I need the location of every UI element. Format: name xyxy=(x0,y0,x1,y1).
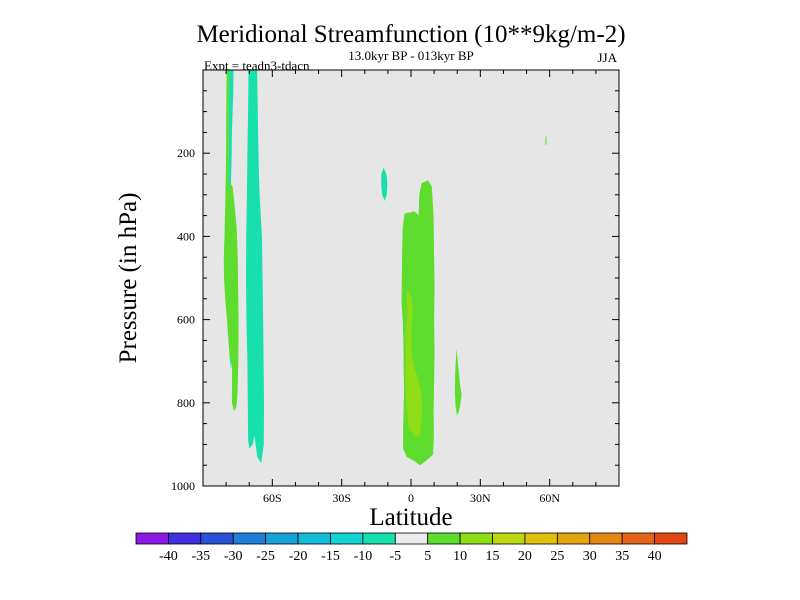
y-tick-label: 800 xyxy=(177,396,195,410)
colorbar-label: 5 xyxy=(424,549,431,564)
tick-layer: 60S 30S 0 30N 60N 200 400 600 800 1000 xyxy=(171,70,619,505)
colorbar-swatch xyxy=(524,532,558,545)
colorbar-label: 15 xyxy=(486,549,500,564)
colorbar-label: 25 xyxy=(550,549,564,564)
x-tick-label: 0 xyxy=(408,491,414,505)
x-tick-label: 30S xyxy=(332,491,351,505)
colorbar: -40 -35 -30 -25 -20 -15 -10 -5 5 10 15 20 25 30 35 40 xyxy=(135,532,688,564)
colorbar-swatch xyxy=(362,532,396,545)
y-tick-label: 200 xyxy=(177,146,195,160)
chart-subtitle: 13.0kyr BP - 013kyr BP xyxy=(348,48,474,63)
colorbar-swatch xyxy=(232,532,267,545)
x-tick-label: 60N xyxy=(539,491,560,505)
colorbar-label: -25 xyxy=(256,549,275,564)
x-tick-label: 60S xyxy=(263,491,282,505)
y-axis-label: Pressure (in hPa) xyxy=(115,193,142,364)
contour-lime-equator-core xyxy=(405,290,423,437)
contour-green-20N-blob xyxy=(454,348,462,416)
colorbar-label: 10 xyxy=(453,549,467,564)
contour-cyan-15S-blob xyxy=(381,167,388,201)
colorbar-label: -20 xyxy=(289,549,308,564)
colorbar-swatch xyxy=(459,532,493,545)
y-tick-label: 1000 xyxy=(171,479,195,493)
colorbar-label: -30 xyxy=(224,549,243,564)
x-tick-label: 30N xyxy=(470,491,491,505)
colorbar-swatch xyxy=(200,532,234,545)
colorbar-swatch xyxy=(427,532,461,545)
colorbar-swatch xyxy=(330,532,364,545)
colorbar-label: -35 xyxy=(191,549,210,564)
colorbar-swatch xyxy=(297,532,331,545)
x-axis-label: Latitude xyxy=(369,504,452,531)
colorbar-swatch xyxy=(168,532,202,545)
y-tick-label: 400 xyxy=(177,229,195,243)
colorbar-swatch xyxy=(394,532,429,545)
colorbar-label: -5 xyxy=(389,549,401,564)
contour-cyan-60S-south xyxy=(227,70,234,370)
season-label: JJA xyxy=(597,50,617,65)
colorbar-label: -15 xyxy=(321,549,340,564)
contour-layer xyxy=(223,70,547,466)
colorbar-swatch xyxy=(265,532,299,545)
chart-title: Meridional Streamfunction (10**9kg/m-2) xyxy=(196,21,625,48)
colorbar-label: 40 xyxy=(648,549,662,564)
colorbar-swatch xyxy=(621,532,655,545)
contour-green-70S-column xyxy=(223,70,239,412)
plot-area: 60S 30S 0 30N 60N 200 400 600 800 1000 xyxy=(171,69,620,505)
colorbar-label: -10 xyxy=(354,549,373,564)
contour-cyan-60S-main xyxy=(246,70,264,464)
colorbar-label: 30 xyxy=(583,549,597,564)
y-tick-label: 600 xyxy=(177,313,195,327)
colorbar-swatch xyxy=(135,532,169,545)
colorbar-label: 35 xyxy=(615,549,629,564)
colorbar-swatch xyxy=(654,532,688,545)
experiment-label: Expt = teadn3-tdacn xyxy=(204,58,310,73)
colorbar-swatch xyxy=(492,532,526,545)
colorbar-swatch xyxy=(556,532,591,545)
colorbar-label: -40 xyxy=(159,549,178,564)
colorbar-swatch xyxy=(589,532,623,545)
colorbar-label: 20 xyxy=(518,549,532,564)
contour-green-60N-speck xyxy=(545,136,547,145)
